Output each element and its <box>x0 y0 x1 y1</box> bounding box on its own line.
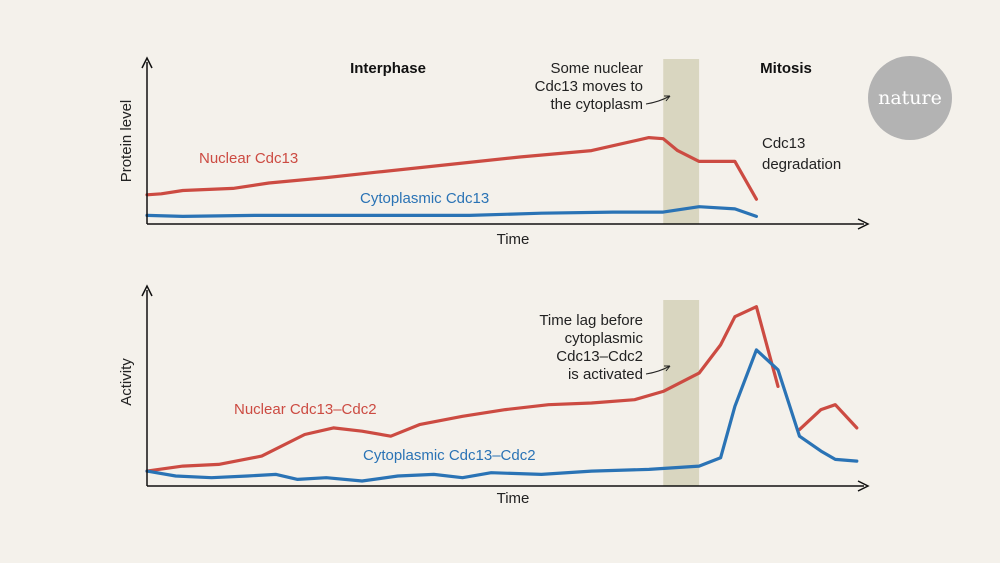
annotation-degradation-line-2: degradation <box>762 156 841 173</box>
x-axis-arrow-bottom <box>857 480 870 492</box>
annotation-arrowhead-top <box>664 95 671 102</box>
y-axis-label-activity: Activity <box>118 358 135 406</box>
logo-circle <box>868 56 952 140</box>
annotation-nuclear-move-line-3: the cytoplasm <box>550 96 643 113</box>
nature-logo: nature <box>868 56 952 140</box>
annotation-arrowhead-bottom <box>664 365 671 372</box>
series-line-cytoplasmic-cdc13-cdc2 <box>145 348 859 483</box>
annotation-nuclear-move-line-2: Cdc13 moves to <box>535 78 643 95</box>
series-line-nuclear-cdc13 <box>145 136 758 201</box>
annotation-degradation-line-1: Cdc13 <box>762 135 805 152</box>
y-axis-arrow-bottom <box>141 284 153 297</box>
annotation-time-lag-line-4: is activated <box>568 366 643 383</box>
series-label-cytoplasmic-cdc13: Cytoplasmic Cdc13 <box>360 190 489 207</box>
series-lines-bottom <box>145 305 859 483</box>
series-label-cytoplasmic-cdc13-cdc2: Cytoplasmic Cdc13–Cdc2 <box>363 447 536 464</box>
annotation-time-lag-line-3: Cdc13–Cdc2 <box>556 348 643 365</box>
activity-panel: Time lag before cytoplasmic Cdc13–Cdc2 i… <box>118 284 870 507</box>
time-lag-band <box>663 300 700 486</box>
annotation-arrow-top <box>645 95 671 105</box>
series-line-nuclear-cdc13-cdc2-part-1 <box>145 305 780 473</box>
phase-label-interphase: Interphase <box>350 60 426 77</box>
annotation-nuclear-move-line-1: Some nuclear <box>550 60 643 77</box>
annotation-time-lag-line-1: Time lag before <box>539 312 643 329</box>
series-label-nuclear-cdc13-cdc2: Nuclear Cdc13–Cdc2 <box>234 401 377 418</box>
x-axis-arrow-top <box>857 218 870 230</box>
x-axis-label-time-top: Time <box>497 231 530 248</box>
y-axis-arrow-top <box>141 56 153 69</box>
cdc13-relocation-band <box>663 59 700 224</box>
phase-label-mitosis: Mitosis <box>760 60 812 77</box>
y-axis-label-protein-level: Protein level <box>118 100 135 183</box>
x-axis-label-time-bottom: Time <box>497 490 530 507</box>
series-lines-top <box>145 136 758 218</box>
series-line-cytoplasmic-cdc13 <box>145 205 758 218</box>
annotation-time-lag-line-2: cytoplasmic <box>565 330 644 347</box>
annotation-arrow-bottom <box>645 365 671 375</box>
series-line-nuclear-cdc13-cdc2-part-2 <box>797 403 859 432</box>
logo-text: nature <box>878 87 942 109</box>
protein-level-panel: Interphase Mitosis Some nuclear Cdc13 mo… <box>118 56 870 248</box>
series-label-nuclear-cdc13: Nuclear Cdc13 <box>199 150 298 167</box>
